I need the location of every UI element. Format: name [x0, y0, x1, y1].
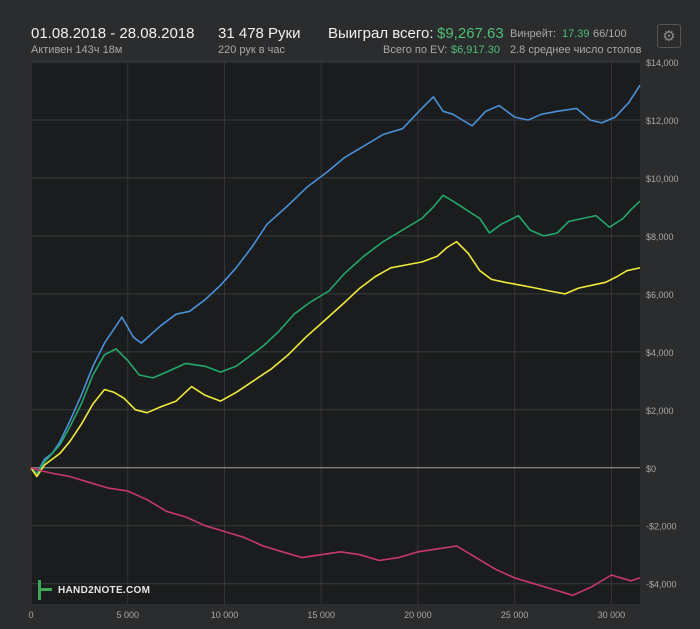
y-tick-label: $12,000	[646, 116, 679, 126]
x-tick-label: 5 000	[116, 610, 139, 620]
x-tick-label: 20 000	[404, 610, 432, 620]
x-tick-label: 10 000	[211, 610, 239, 620]
y-tick-label: $2,000	[646, 406, 674, 416]
stats-header: 01.08.2018 - 28.08.2018 Активен 143ч 18м…	[0, 0, 700, 60]
y-tick-label: -$2,000	[646, 522, 677, 532]
series-line	[30, 240, 641, 478]
hands-per-hour: 220 рук в час	[218, 44, 286, 56]
winrate-value: 17.39	[562, 28, 590, 40]
y-tick-label: $4,000	[646, 348, 674, 358]
x-tick-label: 25 000	[501, 610, 529, 620]
y-tick-label: $10,000	[646, 174, 679, 184]
hand2note-logo: HAND2NOTE.COM	[38, 580, 150, 600]
plot-area	[31, 62, 640, 604]
y-tick-label: -$4,000	[646, 580, 677, 590]
winrate-label: Винрейт:	[510, 28, 557, 40]
series-line	[30, 194, 641, 475]
average-tables: 2.8 среднее число столов	[510, 44, 642, 56]
y-tick-label: $6,000	[646, 290, 674, 300]
hand2note-logo-icon	[38, 580, 52, 600]
series-line	[30, 84, 641, 475]
y-tick-label: $14,000	[646, 58, 679, 68]
won-total-label: Выиграл всего:	[328, 25, 434, 42]
won-total-value: $9,267.63	[437, 25, 504, 42]
logo-text: HAND2NOTE.COM	[58, 584, 151, 596]
settings-gear-icon[interactable]: ⚙	[657, 24, 681, 48]
x-tick-label: 30 000	[598, 610, 626, 620]
active-time: Активен 143ч 18м	[31, 44, 123, 56]
y-tick-label: $8,000	[646, 232, 674, 242]
y-tick-label: $0	[646, 464, 656, 474]
x-tick-label: 15 000	[307, 610, 335, 620]
x-tick-label: 0	[28, 610, 33, 620]
winrate-extra: 66/100	[593, 28, 627, 40]
series-line	[30, 467, 641, 597]
ev-total-label: Всего по EV:	[383, 44, 448, 56]
ev-total-value: $6,917.30	[451, 44, 500, 56]
hands-count: 31 478 Руки	[218, 25, 301, 42]
date-range[interactable]: 01.08.2018 - 28.08.2018	[31, 25, 195, 42]
